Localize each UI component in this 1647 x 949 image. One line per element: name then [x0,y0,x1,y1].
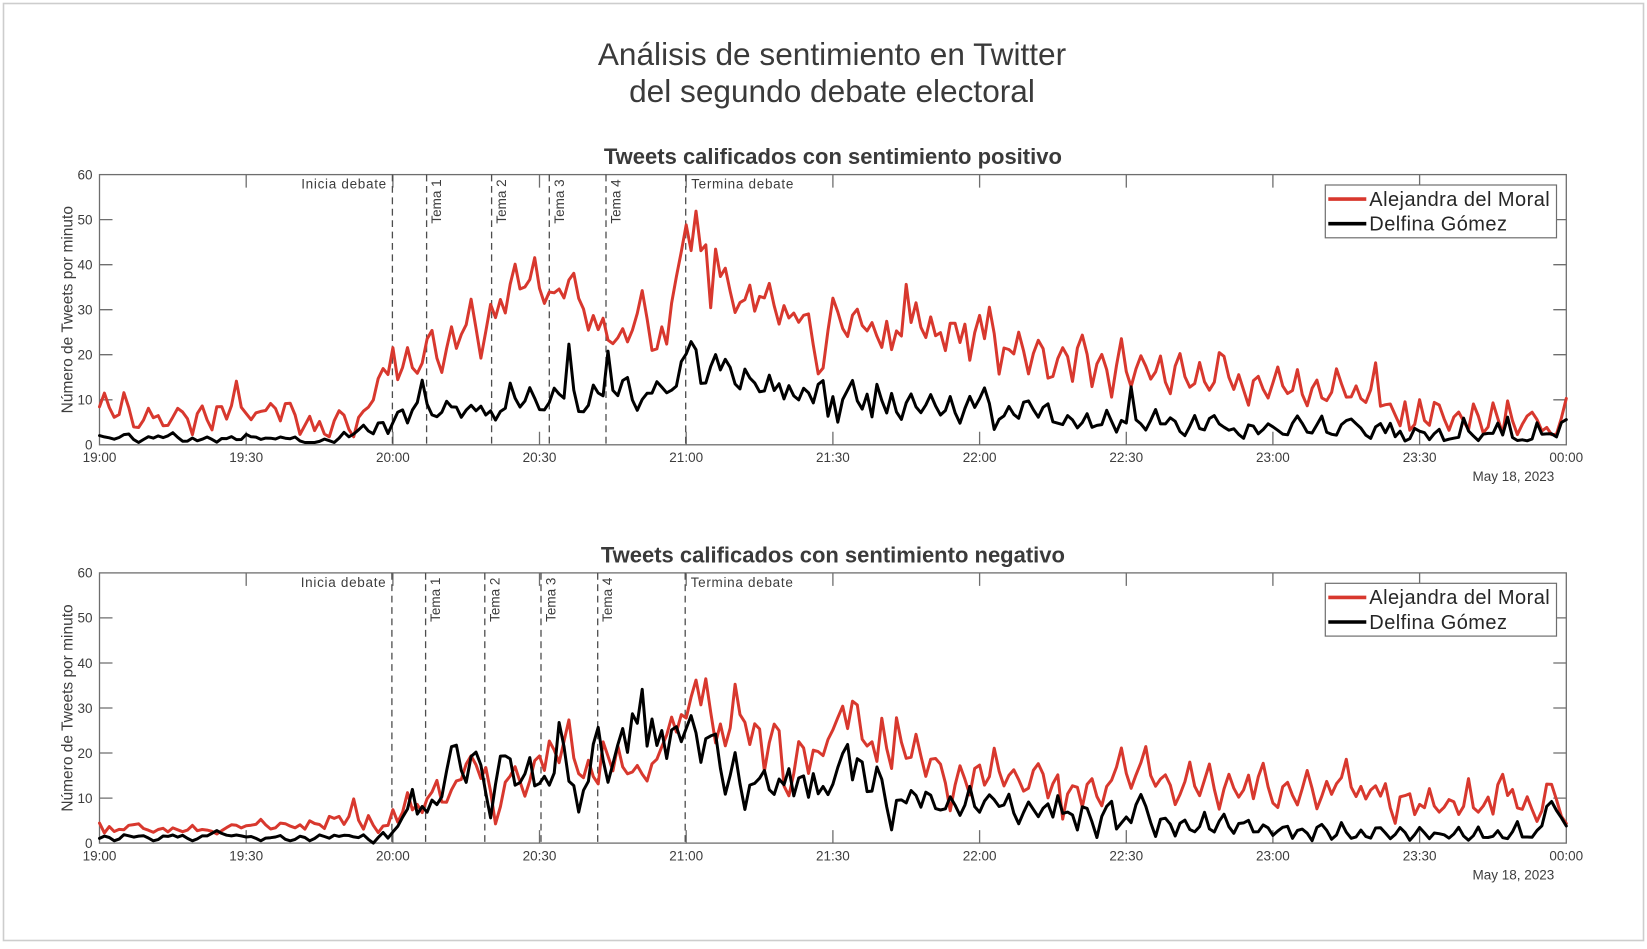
svg-text:Tema 2: Tema 2 [487,578,502,622]
svg-text:Alejandra del Moral: Alejandra del Moral [1369,189,1550,211]
svg-text:Tema 2: Tema 2 [494,179,509,223]
svg-text:Tema 3: Tema 3 [544,578,559,622]
svg-text:23:30: 23:30 [1403,450,1437,465]
svg-text:Termina debate: Termina debate [691,177,794,192]
svg-text:Tema 1: Tema 1 [428,578,443,622]
svg-text:Tema 4: Tema 4 [600,577,615,622]
svg-text:30: 30 [77,701,92,716]
svg-text:Tweets calificados con sentimi: Tweets calificados con sentimiento posit… [604,144,1062,169]
svg-text:20: 20 [77,348,92,363]
svg-text:Inicia debate: Inicia debate [301,575,387,590]
svg-text:21:30: 21:30 [816,450,850,465]
svg-text:30: 30 [77,303,92,318]
svg-text:Tweets calificados con sentimi: Tweets calificados con sentimiento negat… [601,542,1065,567]
svg-text:23:00: 23:00 [1256,450,1290,465]
svg-text:60: 60 [77,167,92,182]
svg-text:Tema 4: Tema 4 [609,179,624,224]
svg-text:Inicia debate: Inicia debate [301,177,387,192]
svg-text:23:00: 23:00 [1256,848,1290,863]
svg-text:00:00: 00:00 [1549,848,1583,863]
svg-text:21:30: 21:30 [816,848,850,863]
svg-text:del segundo debate electoral: del segundo debate electoral [629,73,1035,109]
svg-text:21:00: 21:00 [669,450,703,465]
svg-text:Alejandra del Moral: Alejandra del Moral [1369,587,1550,609]
svg-text:20:30: 20:30 [523,848,557,863]
svg-text:0: 0 [85,836,93,851]
svg-text:Delfina Gómez: Delfina Gómez [1369,612,1507,634]
svg-text:60: 60 [77,566,92,581]
svg-text:50: 50 [77,212,92,227]
svg-text:20:30: 20:30 [523,450,557,465]
svg-text:10: 10 [77,791,92,806]
svg-text:0: 0 [85,438,93,453]
svg-text:40: 40 [77,656,92,671]
svg-text:10: 10 [77,393,92,408]
svg-text:20:00: 20:00 [376,450,410,465]
svg-text:May 18, 2023: May 18, 2023 [1472,469,1554,484]
svg-text:20:00: 20:00 [376,848,410,863]
svg-text:22:30: 22:30 [1109,848,1143,863]
svg-text:20: 20 [77,746,92,761]
svg-text:50: 50 [77,611,92,626]
svg-text:22:00: 22:00 [963,450,997,465]
svg-text:Tema 1: Tema 1 [429,179,444,223]
svg-text:Número de Tweets por minuto: Número de Tweets por minuto [60,604,77,811]
svg-text:Delfina Gómez: Delfina Gómez [1369,214,1507,236]
svg-text:19:00: 19:00 [83,848,117,863]
svg-text:22:30: 22:30 [1109,450,1143,465]
svg-text:22:00: 22:00 [963,848,997,863]
svg-text:Análisis de sentimiento en Twi: Análisis de sentimiento en Twitter [598,36,1066,72]
svg-text:21:00: 21:00 [669,848,703,863]
svg-text:May 18, 2023: May 18, 2023 [1472,867,1554,882]
svg-text:00:00: 00:00 [1549,450,1583,465]
svg-text:Tema 3: Tema 3 [552,179,567,223]
svg-text:40: 40 [77,258,92,273]
svg-text:19:30: 19:30 [229,848,263,863]
svg-text:19:00: 19:00 [83,450,117,465]
svg-text:Termina debate: Termina debate [691,575,794,590]
svg-text:19:30: 19:30 [229,450,263,465]
svg-text:23:30: 23:30 [1403,848,1437,863]
svg-text:Número de Tweets por minuto: Número de Tweets por minuto [60,206,77,413]
